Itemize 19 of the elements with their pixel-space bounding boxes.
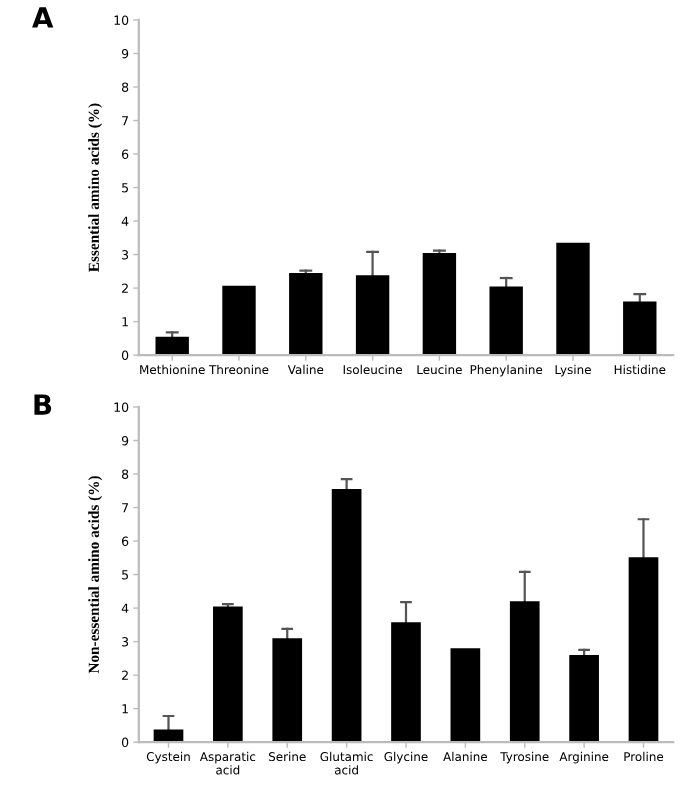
bar bbox=[153, 729, 184, 743]
bar bbox=[155, 336, 189, 356]
bar bbox=[628, 557, 659, 743]
bar bbox=[355, 275, 390, 356]
bar bbox=[213, 606, 243, 743]
bar bbox=[391, 622, 421, 743]
bar bbox=[569, 655, 599, 743]
bar bbox=[422, 252, 457, 356]
chart-title: A bbox=[32, 7, 54, 28]
bar bbox=[222, 285, 256, 356]
chart-title: B bbox=[34, 394, 52, 415]
bar bbox=[331, 489, 362, 743]
bar bbox=[489, 286, 523, 356]
bar bbox=[289, 273, 323, 356]
bar bbox=[623, 301, 657, 356]
bar bbox=[272, 638, 303, 743]
bar bbox=[509, 601, 540, 743]
bar bbox=[556, 242, 590, 356]
bar bbox=[450, 648, 481, 743]
